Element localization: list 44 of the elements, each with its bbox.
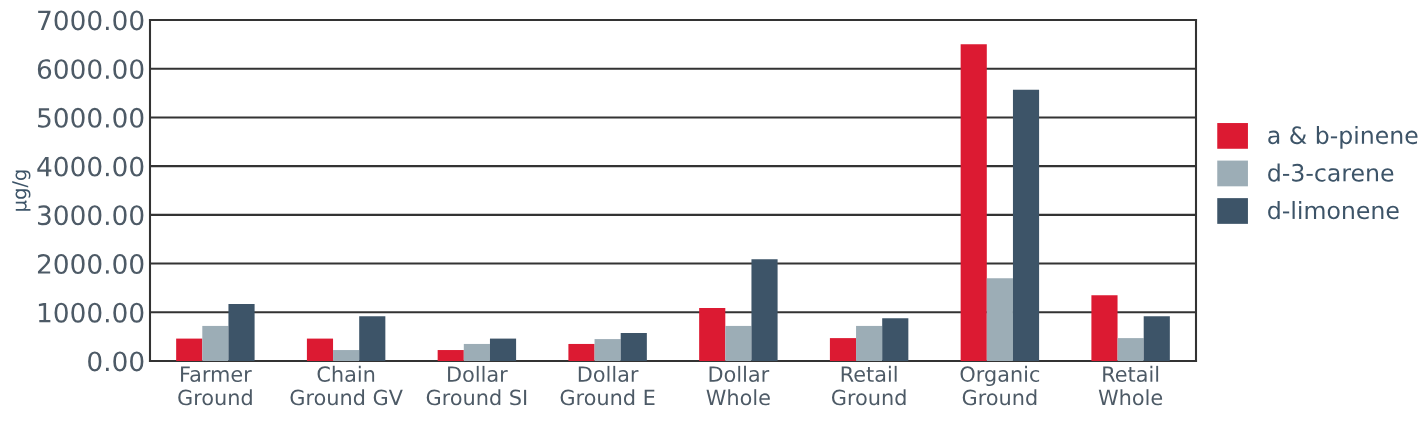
bar: [986, 278, 1013, 361]
bar: [1117, 338, 1144, 361]
bar: [228, 304, 255, 361]
y-tick-label: 5000.00: [38, 107, 144, 128]
bar: [751, 259, 778, 361]
bar: [594, 339, 621, 361]
y-tick-label: 4000.00: [37, 156, 144, 177]
x-tick-label: Dollar Ground E: [560, 365, 655, 406]
bar: [725, 325, 752, 361]
bar: [306, 338, 334, 361]
bar: [176, 338, 203, 361]
y-tick-label: 3000.00: [38, 205, 144, 226]
bar: [568, 343, 595, 361]
x-tick-label: Farmer Ground: [178, 366, 252, 406]
bar: [1091, 295, 1118, 361]
y-tick-label: 7000.00: [38, 10, 144, 31]
bar: [699, 307, 726, 361]
y-tick-label: 1000.00: [38, 302, 144, 323]
bar: [882, 318, 909, 361]
bar: [463, 343, 490, 361]
legend-label: a & b-pinene: [1268, 125, 1418, 149]
x-tick-label: Chain Ground GV: [290, 365, 403, 406]
bar: [856, 325, 883, 361]
y-tick-label: 0.00: [88, 351, 144, 372]
y-axis-title: µg/g: [12, 170, 31, 211]
x-tick-label: Organic Ground: [960, 365, 1040, 406]
bar: [960, 44, 987, 361]
x-tick-label: Retail Ground: [831, 365, 906, 406]
y-tick-label: 6000.00: [37, 59, 144, 80]
bar: [437, 350, 464, 361]
bar: [359, 316, 386, 361]
bar: [489, 338, 517, 361]
bar: [333, 350, 360, 361]
bar: [620, 332, 647, 361]
bar: [1012, 89, 1040, 361]
bar: [1143, 316, 1170, 361]
x-tick-label: Dollar Whole: [706, 365, 770, 406]
legend-label: d-3-carene: [1268, 163, 1394, 182]
x-tick-label: Retail Whole: [1098, 365, 1163, 406]
x-tick-label: Dollar Ground SI: [426, 365, 527, 406]
bar: [202, 325, 229, 361]
legend-label: d-limonene: [1268, 200, 1399, 220]
bar: [829, 338, 857, 361]
y-tick-label: 2000.00: [37, 254, 144, 274]
